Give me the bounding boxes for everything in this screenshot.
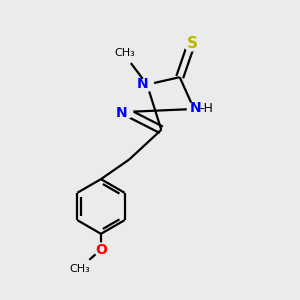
Text: CH₃: CH₃ xyxy=(70,265,91,275)
Text: -H: -H xyxy=(200,103,213,116)
Circle shape xyxy=(140,78,154,91)
Text: N: N xyxy=(116,106,127,120)
Circle shape xyxy=(115,45,134,64)
Circle shape xyxy=(94,243,107,256)
Circle shape xyxy=(120,105,133,119)
Text: S: S xyxy=(187,36,198,51)
Circle shape xyxy=(184,38,198,51)
Circle shape xyxy=(72,257,91,276)
Circle shape xyxy=(188,102,200,116)
Text: O: O xyxy=(95,243,107,256)
Text: N: N xyxy=(189,101,201,115)
Text: N: N xyxy=(136,77,148,91)
Text: CH₃: CH₃ xyxy=(114,48,135,59)
